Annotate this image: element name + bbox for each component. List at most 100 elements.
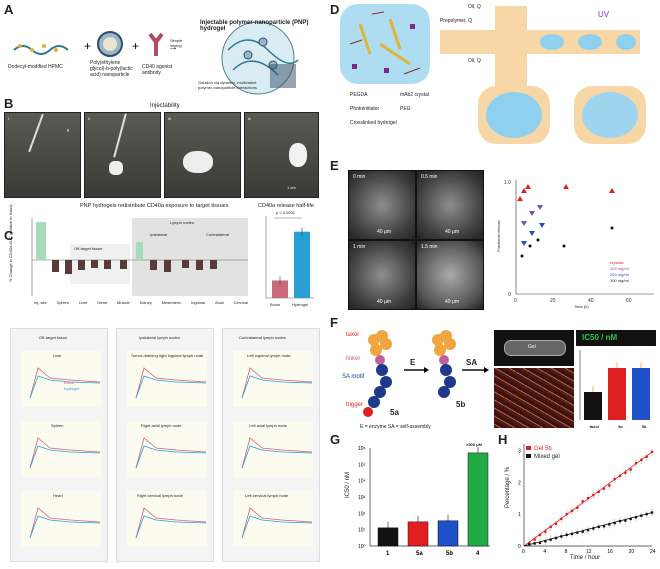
panel-label-g: G — [330, 432, 341, 447]
panel-a-schematic: + + → — [13, 21, 299, 95]
h-point-0 — [560, 517, 563, 521]
pk-bolus-2 — [241, 367, 313, 399]
svg-text:+: + — [84, 39, 91, 53]
panel-label-b: B — [4, 96, 14, 111]
g-bar-1 — [377, 527, 399, 547]
legend-bolus: bolus — [64, 380, 74, 385]
h-y-tick: 1 — [518, 512, 521, 518]
h-point-0 — [565, 512, 568, 516]
hydrogel-capsule — [574, 86, 646, 144]
crystal-capsule — [478, 86, 550, 144]
h-point-0 — [576, 506, 579, 509]
g-bar-5b — [437, 520, 459, 547]
pk-hydrogel-8 — [241, 515, 313, 539]
halflife-bar-Hydrogel — [294, 231, 310, 298]
g-bar-5a — [407, 521, 429, 547]
prepolymer-box — [340, 4, 430, 84]
legend-mixed-gel: Mixed gel — [534, 454, 560, 460]
molecule-scheme: taxol linker SA motif trigger 5a 5b E SA — [342, 330, 492, 422]
h-point-1 — [618, 519, 622, 523]
pk-bolus-7 — [135, 507, 207, 539]
h-point-0 — [538, 533, 542, 537]
micrograph-0min: 0 min 40 µm — [348, 170, 416, 240]
svg-text:0: 0 — [508, 292, 511, 298]
g-bar-4 — [467, 452, 489, 547]
panel-b-title: Injectability — [150, 103, 180, 109]
h-point-1 — [613, 521, 616, 525]
panel-label-e: E — [330, 158, 339, 173]
release-percentage-chart: 0 4 8 12 16 20 24 0 1 2 3 Percentage / % Time / ho… — [505, 444, 656, 561]
h-x-tick: 16 — [607, 549, 613, 555]
injection-photo-3: iii — [164, 112, 241, 198]
pk-bolus-6 — [29, 507, 101, 539]
h-point-0 — [586, 496, 590, 500]
h-point-0 — [544, 530, 547, 533]
tissue-labels: Inj. site Spleen Liver Heart Muscle Kidney Mes… — [34, 300, 248, 305]
h-point-0 — [613, 477, 616, 481]
svg-text:40: 40 — [588, 298, 594, 304]
h-point-0 — [592, 493, 595, 497]
halflife-title: CD40a release half-life — [258, 203, 314, 209]
oil-label-bottom: Oil, Q — [468, 58, 481, 64]
svg-text:1.0: 1.0 — [504, 180, 511, 186]
micrograph-1.5min: 1.5 min 40 µm — [416, 240, 484, 310]
h-point-0 — [645, 455, 648, 458]
pk-hydrogel-0 — [29, 375, 101, 399]
release-chart: 0 1.0 0 20 40 60 Fractional release Time (h) … — [496, 180, 654, 309]
micrograph-1min: 1 min 40 µm — [348, 240, 416, 310]
h-point-0 — [554, 522, 558, 525]
pk-hydrogel-7 — [135, 515, 207, 539]
g-x-tick: 1 — [386, 551, 390, 557]
f-bar-taxol — [584, 392, 602, 420]
h-point-0 — [650, 450, 654, 454]
h-point-1 — [528, 543, 531, 546]
h-y-tick: 0 — [518, 544, 521, 550]
pk-hydrogel-2 — [241, 375, 313, 399]
panel-label-f: F — [330, 315, 338, 330]
channel-horizontal — [440, 30, 640, 54]
gel-note: Gelation via dynamic, multivalent polyme… — [198, 80, 257, 90]
pk-hydrogel-3 — [29, 445, 101, 469]
panel-a-title: Injectable polymer-nanoparticle (PNP) hy… — [200, 20, 309, 32]
h-point-0 — [602, 487, 606, 490]
h-point-1 — [640, 514, 643, 517]
h-point-0 — [618, 474, 622, 478]
h-x-tick: 12 — [586, 549, 592, 555]
pk-bolus-0 — [29, 367, 101, 399]
comp3-label: CD40 agonist antibody — [142, 64, 173, 76]
h-point-1 — [560, 535, 563, 538]
svg-text:+: + — [132, 39, 139, 53]
h-point-1 — [576, 531, 579, 534]
svg-text:60: 60 — [626, 298, 632, 304]
auc-bar-chart: % Change in CD40a AUC (relative to bolus… — [8, 204, 248, 305]
h-legend-swatch-1 — [526, 454, 531, 458]
h-point-0 — [629, 468, 632, 471]
g-y-tick: 10³ — [358, 495, 366, 501]
g-y-tick: 10² — [358, 511, 366, 517]
h-y-tick: 3 — [518, 448, 521, 454]
h-point-0 — [570, 509, 574, 513]
h-point-0 — [581, 500, 584, 503]
h-point-1 — [650, 511, 654, 514]
h-x-tick: 20 — [629, 549, 635, 555]
h-legend-swatch-0 — [526, 446, 531, 450]
h-point-1 — [592, 527, 595, 530]
g-y-tick: 10⁴ — [358, 479, 366, 485]
vial-photo: Gel — [494, 330, 574, 366]
halflife-chart: p < 0.0001 Bolus Hydrogel — [265, 210, 314, 307]
h-point-0 — [549, 525, 552, 529]
halflife-bar-Bolus — [272, 280, 288, 298]
h-point-1 — [581, 530, 584, 533]
panel-label-d: D — [330, 2, 340, 17]
fiber-micrograph — [494, 368, 574, 428]
h-point-1 — [629, 517, 632, 521]
ic50-log-chart: 10⁰ 10¹ 10² 10³ 10⁴ 10⁵ 10⁶ 1 5a 5b 4 IC50 / nM >5… — [345, 438, 496, 564]
uv-label: UV — [598, 10, 610, 19]
h-point-0 — [640, 458, 643, 462]
h-point-1 — [597, 525, 600, 529]
pk-bolus-3 — [29, 437, 101, 469]
h-point-1 — [634, 516, 638, 519]
h-point-1 — [538, 541, 542, 545]
h-point-1 — [544, 540, 547, 543]
svg-text:20: 20 — [550, 298, 556, 304]
